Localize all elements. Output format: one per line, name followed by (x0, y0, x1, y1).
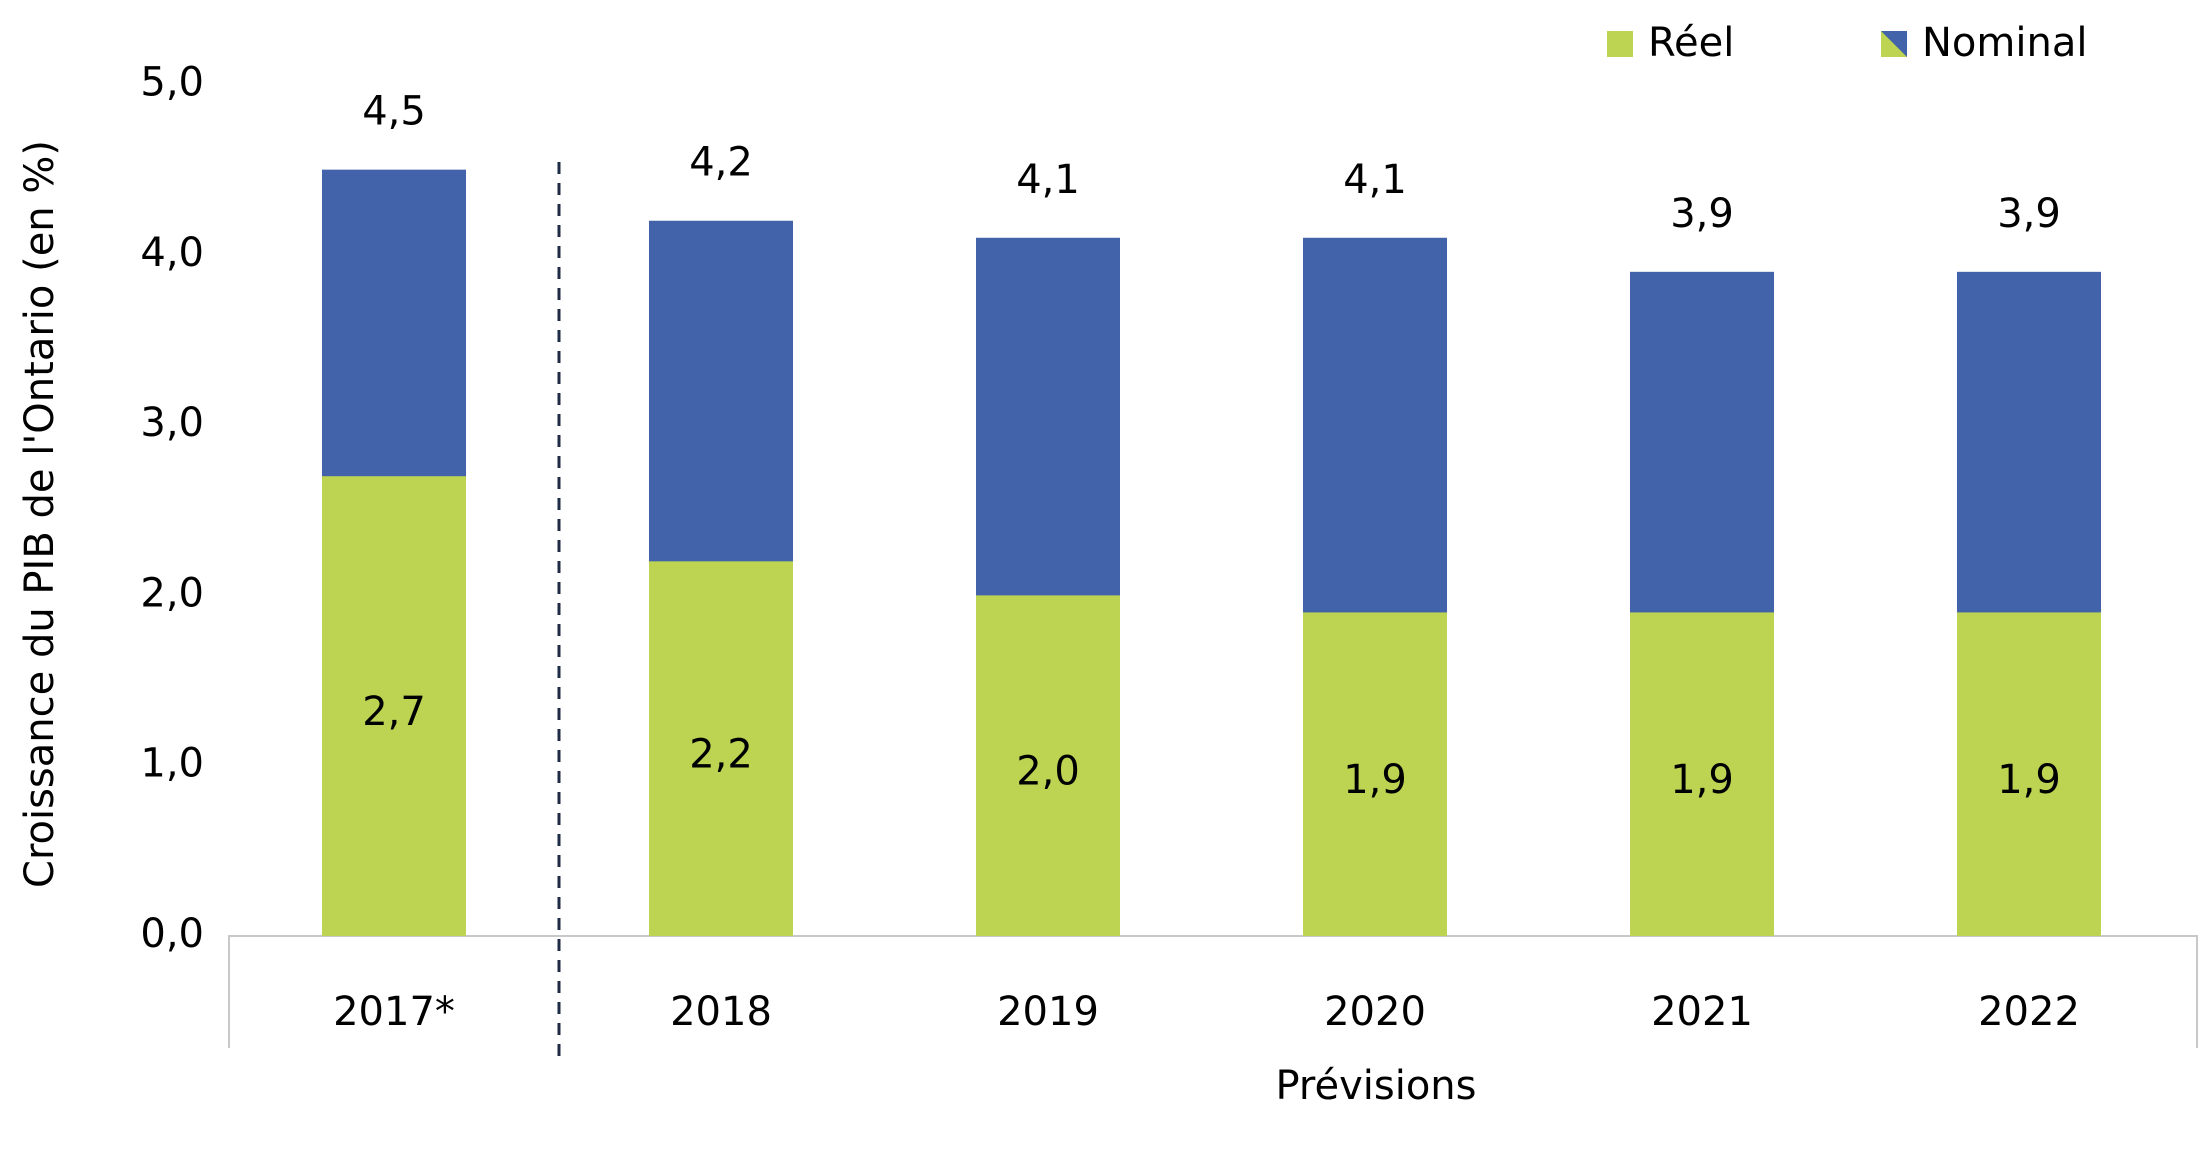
data-label: 1,9 (1670, 757, 1734, 803)
data-label: 1,9 (1343, 757, 1407, 803)
y-axis-title: Croissance du PIB de l'Ontario (en %) (17, 140, 63, 888)
data-label: 4,1 (1016, 157, 1080, 203)
bar-real (1630, 612, 1774, 936)
y-tick-label: 5,0 (140, 60, 204, 106)
y-tick-label: 2,0 (140, 570, 204, 616)
x-tick-label: 2021 (1651, 989, 1753, 1035)
bar-real (976, 595, 1120, 936)
x-tick-label: 2018 (670, 989, 772, 1035)
x-tick-label: 2017* (333, 989, 455, 1035)
axis-frame (228, 935, 2198, 1048)
bar-real (1303, 612, 1447, 936)
x-tick-label: 2020 (1324, 989, 1426, 1035)
data-label: 2,2 (689, 732, 753, 778)
data-label: 4,2 (689, 140, 753, 186)
data-label: 2,7 (362, 689, 426, 735)
legend-swatch-part (1881, 31, 1907, 57)
data-label: 4,5 (362, 89, 426, 135)
legend-label: Nominal (1922, 20, 2087, 66)
data-label: 3,9 (1997, 191, 2061, 237)
bar-real (649, 561, 793, 936)
x-axis-title: Prévisions (1276, 1063, 1477, 1109)
y-tick-label: 1,0 (140, 741, 204, 787)
x-tick-label: 2022 (1978, 989, 2080, 1035)
y-tick-label: 0,0 (140, 911, 204, 957)
data-label: 4,1 (1343, 157, 1407, 203)
data-label: 3,9 (1670, 191, 1734, 237)
y-tick-label: 4,0 (140, 230, 204, 276)
bar-real (1957, 612, 2101, 936)
data-label: 1,9 (1997, 757, 2061, 803)
y-tick-label: 3,0 (140, 400, 204, 446)
x-tick-label: 2019 (997, 989, 1099, 1035)
bar-real (322, 476, 466, 936)
legend-label: Réel (1648, 20, 1734, 66)
legend-swatch (1607, 31, 1633, 57)
data-label: 2,0 (1016, 749, 1080, 795)
legend-swatch (1881, 31, 1907, 57)
